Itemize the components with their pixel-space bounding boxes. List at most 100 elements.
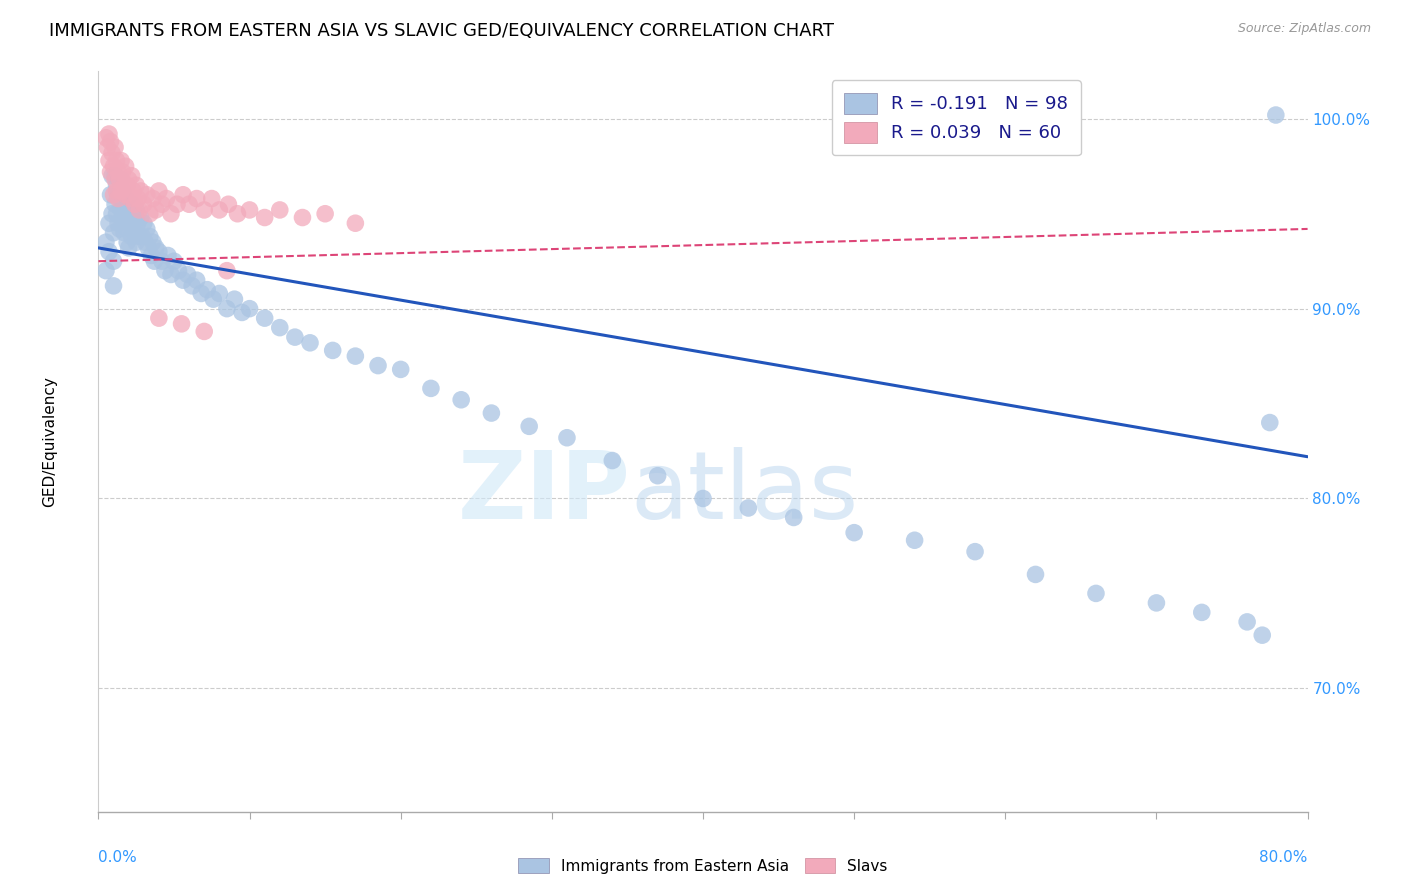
Point bbox=[170, 317, 193, 331]
Point bbox=[142, 235, 165, 250]
Point bbox=[125, 202, 148, 217]
Point bbox=[125, 178, 148, 193]
Point bbox=[107, 192, 129, 206]
Point bbox=[156, 248, 179, 262]
Point bbox=[103, 254, 125, 268]
Point bbox=[253, 211, 276, 225]
Text: ZIP: ZIP bbox=[457, 448, 630, 540]
Point bbox=[269, 320, 291, 334]
Point bbox=[94, 130, 117, 145]
Point bbox=[110, 202, 132, 217]
Point bbox=[201, 192, 224, 206]
Point bbox=[112, 197, 135, 211]
Point bbox=[128, 202, 150, 217]
Point bbox=[1236, 615, 1258, 629]
Point bbox=[135, 187, 157, 202]
Point bbox=[139, 207, 162, 221]
Point bbox=[98, 216, 121, 230]
Point bbox=[100, 135, 122, 149]
Text: IMMIGRANTS FROM EASTERN ASIA VS SLAVIC GED/EQUIVALENCY CORRELATION CHART: IMMIGRANTS FROM EASTERN ASIA VS SLAVIC G… bbox=[49, 22, 834, 40]
Point bbox=[107, 165, 129, 179]
Legend: R = -0.191   N = 98, R = 0.039   N = 60: R = -0.191 N = 98, R = 0.039 N = 60 bbox=[832, 80, 1081, 155]
Point bbox=[481, 406, 503, 420]
Point bbox=[122, 184, 145, 198]
Point bbox=[143, 254, 166, 268]
Point bbox=[186, 273, 208, 287]
Point bbox=[1258, 416, 1281, 430]
Point bbox=[107, 216, 129, 230]
Point bbox=[148, 244, 170, 259]
Point bbox=[114, 220, 136, 235]
Point bbox=[103, 226, 125, 240]
Point bbox=[148, 311, 170, 326]
Point bbox=[111, 184, 134, 198]
Point bbox=[208, 202, 231, 217]
Point bbox=[1191, 606, 1213, 620]
Point bbox=[299, 335, 322, 350]
Point bbox=[1251, 628, 1274, 642]
Point bbox=[105, 178, 128, 193]
Point bbox=[145, 241, 167, 255]
Point bbox=[142, 192, 165, 206]
Point bbox=[103, 278, 125, 293]
Point bbox=[121, 229, 143, 244]
Point bbox=[108, 192, 131, 206]
Point bbox=[1024, 567, 1046, 582]
Point bbox=[118, 211, 141, 225]
Point bbox=[118, 241, 141, 255]
Point bbox=[239, 202, 262, 217]
Point bbox=[215, 263, 238, 277]
Point bbox=[179, 197, 201, 211]
Point bbox=[112, 178, 135, 193]
Point bbox=[150, 254, 173, 268]
Point bbox=[344, 216, 367, 230]
Point bbox=[101, 146, 124, 161]
Point bbox=[111, 165, 134, 179]
Point bbox=[226, 207, 249, 221]
Point bbox=[104, 169, 127, 183]
Point bbox=[112, 226, 135, 240]
Point bbox=[269, 202, 291, 217]
Legend: Immigrants from Eastern Asia, Slavs: Immigrants from Eastern Asia, Slavs bbox=[512, 852, 894, 880]
Point bbox=[121, 169, 143, 183]
Text: GED/Equivalency: GED/Equivalency bbox=[42, 376, 58, 507]
Point bbox=[104, 172, 127, 186]
Point bbox=[129, 184, 152, 198]
Point bbox=[108, 222, 131, 236]
Point bbox=[322, 343, 344, 358]
Point bbox=[98, 153, 121, 168]
Text: Source: ZipAtlas.com: Source: ZipAtlas.com bbox=[1237, 22, 1371, 36]
Point bbox=[208, 286, 231, 301]
Point bbox=[231, 305, 253, 319]
Point bbox=[134, 235, 156, 250]
Point bbox=[420, 381, 443, 395]
Point bbox=[344, 349, 367, 363]
Point bbox=[105, 153, 128, 168]
Point bbox=[118, 172, 141, 186]
Point bbox=[129, 211, 152, 225]
Point bbox=[172, 273, 194, 287]
Point bbox=[107, 187, 129, 202]
Point bbox=[110, 172, 132, 186]
Point bbox=[100, 165, 122, 179]
Point bbox=[517, 419, 540, 434]
Point bbox=[555, 431, 578, 445]
Point bbox=[103, 159, 125, 173]
Point bbox=[108, 172, 131, 186]
Point bbox=[104, 197, 127, 211]
Point bbox=[389, 362, 412, 376]
Point bbox=[122, 211, 145, 225]
Point bbox=[224, 292, 246, 306]
Point bbox=[291, 211, 314, 225]
Point bbox=[98, 127, 121, 141]
Point bbox=[135, 222, 157, 236]
Point bbox=[176, 268, 198, 282]
Point bbox=[115, 235, 138, 250]
Point bbox=[239, 301, 262, 316]
Point bbox=[94, 235, 117, 250]
Point bbox=[114, 159, 136, 173]
Point bbox=[114, 192, 136, 206]
Point bbox=[965, 544, 987, 558]
Point bbox=[153, 263, 176, 277]
Point bbox=[904, 533, 927, 548]
